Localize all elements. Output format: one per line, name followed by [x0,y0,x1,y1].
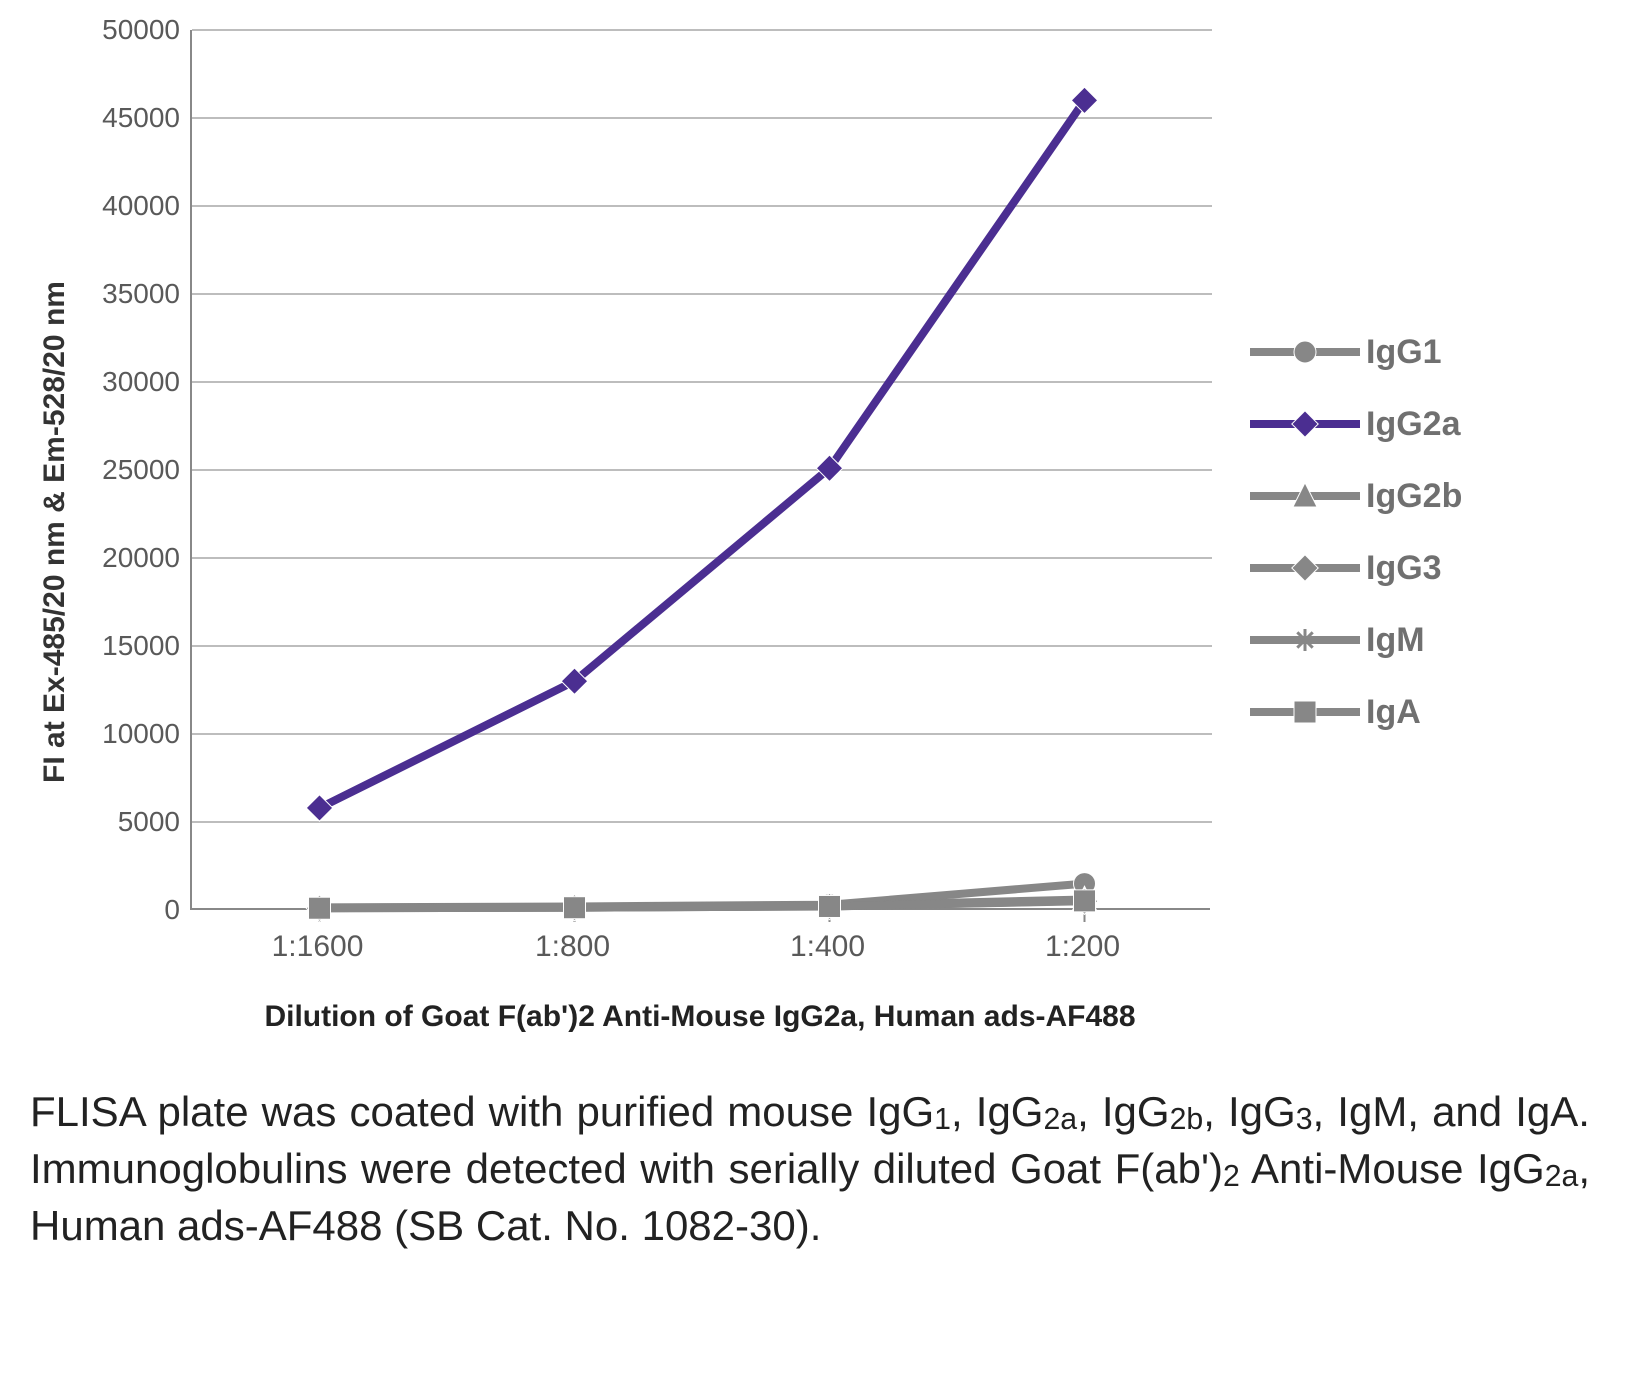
series-IgG2a [306,87,1097,821]
y-axis-label: FI at Ex-485/20 nm & Em-528/20 nm [38,281,72,783]
legend-item-IgG2a: IgG2a [1250,404,1462,444]
y-tick-label: 5000 [118,806,180,838]
legend-item-IgM: IgM [1250,620,1462,660]
y-tick-label: 30000 [102,366,180,398]
y-axis-label-wrap: FI at Ex-485/20 nm & Em-528/20 nm [30,82,80,982]
legend-swatch-IgG1 [1250,332,1360,372]
legend-item-IgG3: IgG3 [1250,548,1462,588]
legend-label: IgG2a [1366,405,1461,444]
y-tick-label: 0 [164,894,180,926]
legend-swatch-IgM [1250,620,1360,660]
x-axis-label: Dilution of Goat F(ab')2 Anti-Mouse IgG2… [190,1000,1210,1034]
legend-label: IgA [1366,693,1421,732]
chart-main: 0 5000 10000 15000 20000 25000 30000 35000 40000… [80,30,1210,1034]
figure-caption: FLISA plate was coated with purified mou… [30,1084,1590,1254]
plot-svg [192,30,1212,910]
y-tick-label: 50000 [102,14,180,46]
x-tick-label: 1:200 [1045,930,1120,964]
y-tick-column: 0500010000150002000025000300003500040000… [80,30,190,910]
legend-swatch-IgG2a [1250,404,1360,444]
y-tick-label: 20000 [102,542,180,574]
legend-item-IgA: IgA [1250,692,1462,732]
legend-item-IgG1: IgG1 [1250,332,1462,372]
legend-label: IgG3 [1366,549,1442,588]
plot-wrap: 0500010000150002000025000300003500040000… [80,30,1210,910]
x-tick-label: 1:400 [790,930,865,964]
x-tick-label: 1:1600 [272,930,364,964]
y-tick-label: 35000 [102,278,180,310]
chart-row: FI at Ex-485/20 nm & Em-528/20 nm 0 5000 1… [30,30,1603,1034]
x-tick-row: 1:1600 1:800 1:400 1:200 [190,910,1210,980]
figure-container: FI at Ex-485/20 nm & Em-528/20 nm 0 5000 1… [30,30,1603,1254]
legend-item-IgG2b: IgG2b [1250,476,1462,516]
y-tick-label: 45000 [102,102,180,134]
plot-area [190,30,1210,910]
legend-swatch-IgG2b [1250,476,1360,516]
legend-label: IgG1 [1366,333,1442,372]
y-tick-label: 25000 [102,454,180,486]
legend-label: IgM [1366,621,1425,660]
legend-swatch-IgA [1250,692,1360,732]
legend-label: IgG2b [1366,477,1462,516]
legend: IgG1 IgG2a IgG2b IgG3 IgM IgA [1250,332,1462,732]
y-tick-label: 40000 [102,190,180,222]
x-tick-label: 1:800 [535,930,610,964]
y-tick-label: 10000 [102,718,180,750]
y-tick-label: 15000 [102,630,180,662]
legend-swatch-IgG3 [1250,548,1360,588]
